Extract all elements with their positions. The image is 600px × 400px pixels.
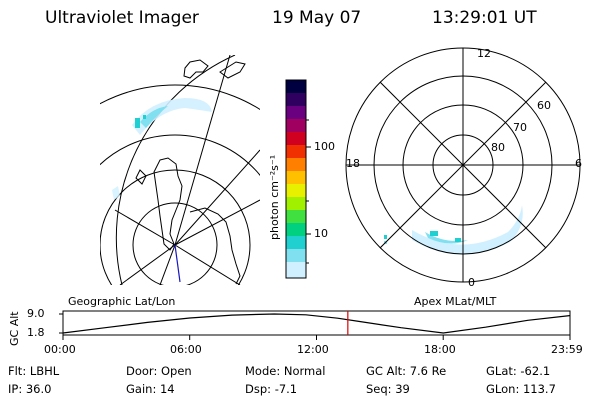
map-meridian — [159, 244, 176, 285]
timeline-plot — [59, 310, 571, 340]
colorbar — [285, 79, 311, 279]
y-tick-1-8: 1.8 — [27, 326, 45, 339]
geographic-coords-label: Geographic Lat/Lon — [68, 295, 176, 308]
map-meridian — [174, 149, 260, 246]
map-footpoint-track — [174, 244, 181, 283]
x-tick-1800: 18:00 — [424, 343, 456, 356]
x-tick-1200: 12:00 — [297, 343, 329, 356]
gc-alt-status: GC Alt: 7.6 Re — [366, 364, 447, 378]
map-meridian — [114, 209, 176, 246]
polar-plot — [345, 47, 581, 283]
map-meridian — [174, 199, 260, 246]
geographic-map — [100, 55, 260, 285]
map-coastline — [189, 207, 241, 285]
map-limb — [115, 55, 236, 285]
gc-alt-axis-label: GC Alt — [8, 311, 21, 346]
colorbar-unit-label: photon cm⁻²s⁻¹ — [268, 154, 281, 240]
map-meridian — [174, 244, 241, 285]
map-meridian — [174, 55, 231, 246]
map-latitude-circle — [100, 134, 260, 177]
mlat-label-60: 60 — [537, 99, 551, 112]
x-tick-2359: 23:59 — [551, 343, 583, 356]
polar-aurora-emission — [384, 205, 523, 255]
y-tick-9: 9.0 — [27, 307, 45, 320]
map-aurora-emission — [112, 98, 212, 200]
mlat-label-70: 70 — [513, 121, 527, 134]
mlat-label-80: 80 — [491, 141, 505, 154]
date-label: 19 May 07 — [272, 8, 362, 28]
mlt-label-6: 6 — [575, 157, 582, 170]
ip-status: IP: 36.0 — [8, 382, 52, 396]
polar-diagonal — [379, 81, 547, 249]
map-coastline — [153, 157, 183, 251]
mode-status: Mode: Normal — [245, 364, 326, 378]
dsp-status: Dsp: -7.1 — [245, 382, 298, 396]
mlt-label-18: 18 — [346, 157, 360, 170]
map-coastline — [219, 61, 246, 79]
seq-status: Seq: 39 — [366, 382, 410, 396]
glat-status: GLat: -62.1 — [486, 364, 551, 378]
x-tick-0600: 06:00 — [170, 343, 202, 356]
door-status: Door: Open — [126, 364, 192, 378]
map-coastline — [135, 169, 147, 185]
map-latitude-circle — [100, 169, 251, 285]
mlt-label-0: 0 — [468, 276, 475, 289]
map-coastline — [183, 59, 209, 79]
map-latitude-circle — [132, 202, 218, 285]
colorbar-tick-100: 100 — [314, 140, 335, 153]
glon-status: GLon: 113.7 — [486, 382, 556, 396]
map-latitude-circle — [100, 84, 260, 111]
gain-status: Gain: 14 — [126, 382, 175, 396]
mlt-label-12: 12 — [477, 47, 491, 60]
map-meridian — [119, 244, 176, 285]
colorbar-tick-10: 10 — [314, 227, 328, 240]
time-label: 13:29:01 UT — [432, 8, 537, 28]
altitude-curve — [62, 313, 570, 334]
x-tick-0000: 00:00 — [44, 343, 76, 356]
apex-coords-label: Apex MLat/MLT — [414, 295, 497, 308]
instrument-title: Ultraviolet Imager — [45, 8, 199, 28]
filter-status: Flt: LBHL — [8, 364, 60, 378]
